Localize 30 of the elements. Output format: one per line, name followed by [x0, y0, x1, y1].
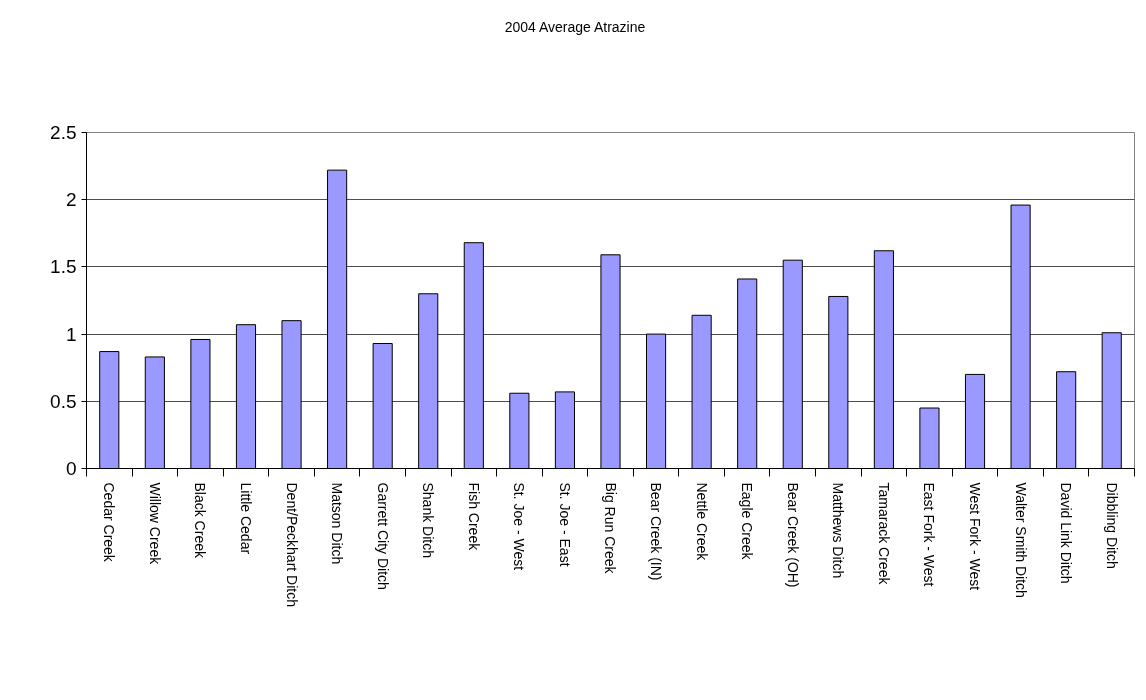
x-tick-label: Matson Ditch	[329, 482, 346, 565]
x-tick-label: Bear Creek (IN)	[648, 482, 665, 581]
x-tick-label: Dent/Peckhart Ditch	[283, 482, 300, 607]
x-tick-label: West Fork - West	[967, 482, 984, 591]
x-tick-label: Garrett City Ditch	[374, 482, 391, 590]
x-tick-label: Bear Creek (OH)	[784, 482, 801, 588]
y-tick-label: 0.5	[50, 390, 77, 412]
x-tick-label: David Link Ditch	[1058, 482, 1075, 584]
y-tick-label: 2	[65, 189, 77, 211]
x-tick-label: Tamarack Creek	[875, 482, 892, 586]
x-tick-label: Eagle Creek	[739, 482, 756, 561]
x-tick-label: East Fork - West	[921, 482, 938, 587]
x-tick-label: Willow Creek	[146, 482, 163, 566]
x-tick-label: St. Joe - East	[556, 482, 573, 567]
x-tick-label: Big Run Creek	[602, 482, 619, 575]
y-tick-label: 0	[65, 458, 77, 479]
x-tick-label: Little Cedar	[237, 482, 254, 555]
x-tick-label: Fish Creek	[465, 482, 482, 552]
y-tick-label: 2.5	[50, 122, 77, 143]
x-tick-label: Dibbling Ditch	[1103, 482, 1120, 569]
x-tick-label: Nettle Creek	[693, 482, 710, 562]
x-tick-label: Black Creek	[192, 482, 209, 559]
y-tick-label: 1	[65, 323, 77, 345]
x-tick-label: Walter Smith Ditch	[1012, 482, 1029, 598]
x-tick-label: St. Joe - West	[511, 482, 528, 571]
x-tick-label: Matthews Ditch	[830, 482, 847, 579]
x-tick-label: Cedar Creek	[101, 482, 118, 563]
x-tick-label: Shank Ditch	[420, 482, 437, 558]
chart-title: 2004 Average Atrazine	[503, 18, 647, 35]
y-tick-label: 1.5	[50, 256, 77, 278]
